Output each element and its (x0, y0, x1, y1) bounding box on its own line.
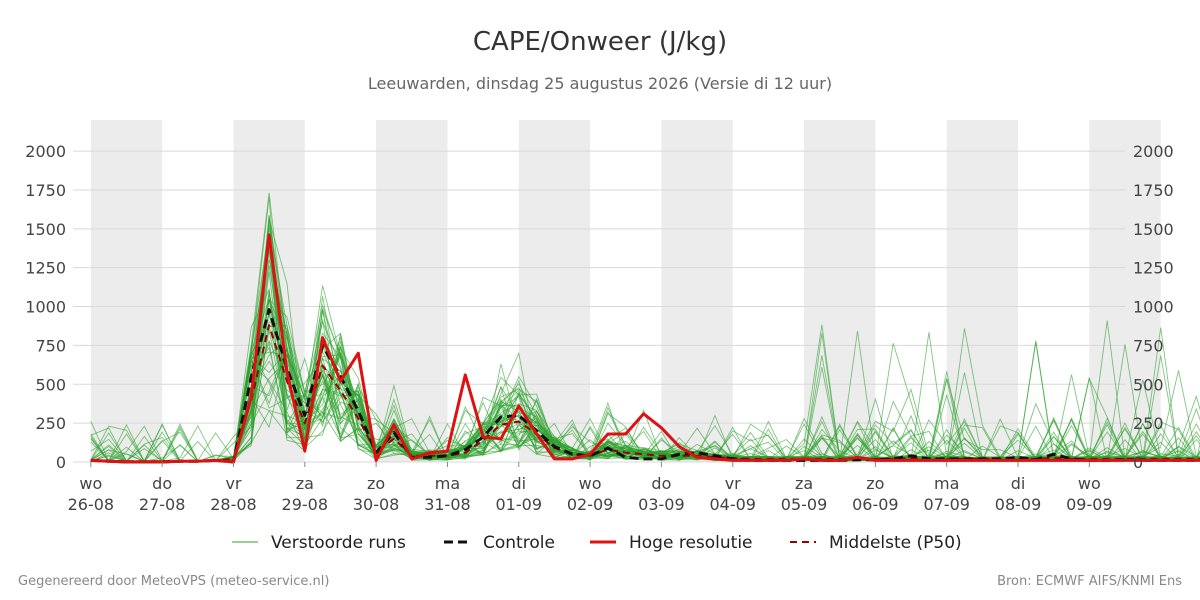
x-tick-date: 28-08 (210, 495, 257, 514)
x-tick-date: 31-08 (424, 495, 471, 514)
x-tick-date: 03-09 (638, 495, 685, 514)
ensemble-member-line (90, 250, 1200, 463)
shaded-day-band (376, 120, 448, 462)
legend-label-controle: Controle (483, 533, 555, 553)
y-tick-label-left: 750 (35, 336, 66, 355)
y-tick-label-left: 1500 (25, 220, 66, 239)
hoge-resolutie-line (90, 233, 1200, 464)
x-tick-date: 29-08 (282, 495, 329, 514)
shaded-day-band (90, 120, 163, 462)
shaded-day-band (661, 120, 733, 462)
y-tick-label-right: 1250 (1133, 259, 1174, 278)
x-tick-date: 30-08 (353, 495, 400, 514)
y-tick-label-right: 500 (1133, 375, 1164, 394)
y-tick-label-left: 2000 (25, 142, 66, 161)
y-tick-label-left: 500 (35, 375, 66, 394)
x-tick-date: 04-09 (709, 495, 756, 514)
x-axis-ticks: wo 26-08 do 27-08 vr 28-08 za 29-08 zo 30-08 ma 31-… (68, 462, 1113, 514)
x-tick-day: ma (934, 474, 959, 493)
x-tick-day: do (651, 474, 671, 493)
x-tick-day: wo (79, 474, 102, 493)
chart-subtitle: Leeuwarden, dinsdag 25 augustus 2026 (Ve… (368, 74, 832, 93)
y-tick-label-right: 250 (1133, 414, 1164, 433)
footer-source: Bron: ECMWF AIFS/KNMI Ens (997, 574, 1182, 589)
x-tick-day: vr (725, 474, 741, 493)
x-tick-date: 05-09 (781, 495, 828, 514)
x-tick-date: 02-09 (567, 495, 614, 514)
x-tick-day: ma (435, 474, 460, 493)
y-tick-label-right: 2000 (1133, 142, 1174, 161)
y-tick-label-left: 1000 (25, 298, 66, 317)
ensemble-member-line (90, 341, 1200, 463)
shaded-day-band (946, 120, 1019, 462)
y-tick-label-left: 250 (35, 414, 66, 433)
y-tick-label-left: 1750 (25, 181, 66, 200)
x-tick-day: zo (367, 474, 385, 493)
x-tick-date: 06-09 (852, 495, 899, 514)
legend-label-hoge-resolutie: Hoge resolutie (629, 533, 753, 553)
y-tick-label-left: 0 (56, 453, 66, 472)
x-tick-day: di (511, 474, 526, 493)
y-tick-label-right: 1500 (1133, 220, 1174, 239)
x-tick-day: di (1011, 474, 1026, 493)
x-tick-day: za (795, 474, 813, 493)
x-tick-day: do (152, 474, 172, 493)
y-tick-label-right: 0 (1133, 453, 1143, 472)
x-tick-date: 27-08 (139, 495, 186, 514)
legend: Verstoorde runs Controle Hoge resolutie … (232, 533, 962, 553)
x-tick-date: 07-09 (923, 495, 970, 514)
legend-label-p50: Middelste (P50) (829, 533, 962, 553)
y-tick-label-right: 1000 (1133, 298, 1174, 317)
x-tick-day: wo (1078, 474, 1101, 493)
x-tick-day: zo (866, 474, 884, 493)
y-tick-label-left: 1250 (25, 259, 66, 278)
footer-credit: Gegenereerd door MeteoVPS (meteo-service… (18, 574, 329, 589)
ensemble-member-line (90, 330, 1200, 463)
x-tick-date: 26-08 (68, 495, 115, 514)
y-tick-label-right: 750 (1133, 336, 1164, 355)
x-tick-date: 09-09 (1066, 495, 1113, 514)
x-tick-date: 01-09 (496, 495, 543, 514)
y-axis-ticks: 0 0 250 250 500 500 750 750 1000 1000 1250 1250 1500… (25, 142, 1173, 472)
x-tick-day: wo (579, 474, 602, 493)
x-tick-date: 08-09 (995, 495, 1042, 514)
x-tick-day: za (296, 474, 314, 493)
x-tick-day: vr (225, 474, 241, 493)
shaded-day-band (804, 120, 876, 462)
y-tick-label-right: 1750 (1133, 181, 1174, 200)
main-series-lines (90, 233, 1200, 464)
legend-label-ensemble: Verstoorde runs (271, 533, 406, 553)
chart-title: CAPE/Onweer (J/kg) (473, 27, 727, 57)
